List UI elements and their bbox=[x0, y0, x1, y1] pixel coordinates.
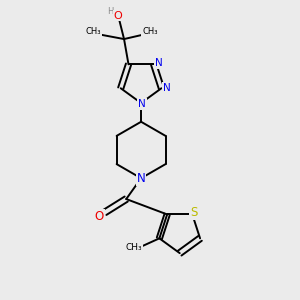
Text: O: O bbox=[95, 210, 104, 224]
Text: N: N bbox=[155, 58, 163, 68]
Text: S: S bbox=[190, 206, 197, 219]
Text: N: N bbox=[163, 83, 171, 93]
Text: CH₃: CH₃ bbox=[125, 243, 142, 252]
Text: N: N bbox=[137, 172, 146, 185]
Text: N: N bbox=[138, 99, 146, 109]
Text: O: O bbox=[114, 11, 122, 21]
Text: H: H bbox=[107, 7, 114, 16]
Text: CH₃: CH₃ bbox=[86, 27, 101, 36]
Text: CH₃: CH₃ bbox=[142, 27, 158, 36]
